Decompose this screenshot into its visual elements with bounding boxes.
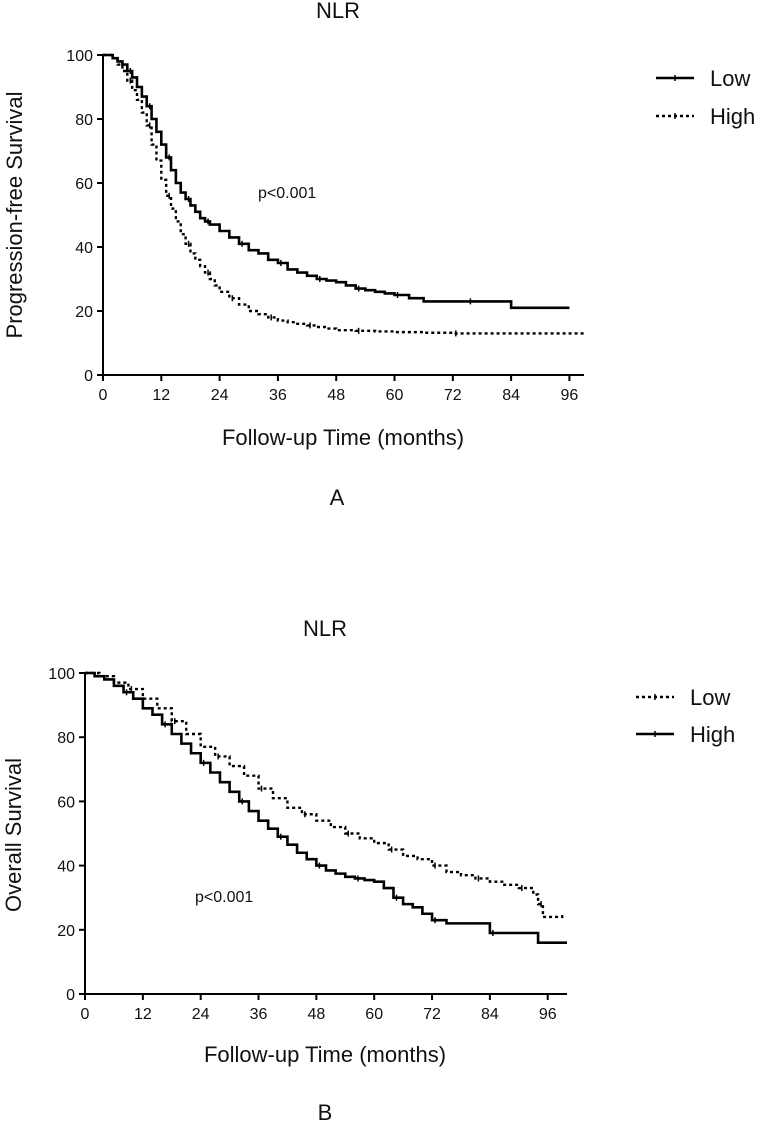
chart-title: NLR xyxy=(316,0,360,23)
series-group xyxy=(103,53,584,337)
y-tick-label: 80 xyxy=(57,730,75,747)
x-tick-label: 84 xyxy=(502,387,520,404)
x-axis-label: Follow-up Time (months) xyxy=(204,1042,446,1067)
x-tick-label: 48 xyxy=(327,387,345,404)
panel-a: NLR 0 12 24 36 48 60 72 84 96 0 20 40 60 80 100 Follo… xyxy=(2,0,755,510)
x-axis-label: Follow-up Time (months) xyxy=(222,425,464,450)
panel-label: A xyxy=(330,485,345,510)
x-tick-label: 24 xyxy=(192,1006,210,1023)
y-axis-label: Progression-free Survival xyxy=(2,92,27,339)
x-tick-label: 96 xyxy=(539,1006,557,1023)
x-tick-label: 0 xyxy=(81,1006,90,1023)
x-tick-label: 72 xyxy=(444,387,462,404)
series-group xyxy=(85,671,567,944)
x-tick-label: 72 xyxy=(423,1006,441,1023)
legend-label: High xyxy=(690,722,735,747)
legend: Low High xyxy=(656,66,755,129)
p-value-annotation: p<0.001 xyxy=(258,185,316,202)
x-tick-label: 24 xyxy=(211,387,229,404)
legend-label: High xyxy=(710,104,755,129)
x-tick-label: 84 xyxy=(481,1006,499,1023)
x-tick-label: 12 xyxy=(152,387,170,404)
x-tick-label: 60 xyxy=(386,387,404,404)
p-value-annotation: p<0.001 xyxy=(195,889,253,906)
y-axis-label: Overall Survival xyxy=(1,758,26,912)
y-tick-label: 0 xyxy=(66,987,75,1004)
y-tick-label: 40 xyxy=(57,859,75,876)
x-tick-label: 96 xyxy=(561,387,579,404)
x-tick-label: 36 xyxy=(269,387,287,404)
axes xyxy=(84,673,567,995)
panel-label: B xyxy=(318,1100,333,1124)
y-tick-label: 60 xyxy=(57,794,75,811)
y-axis-ticks: 0 20 40 60 80 100 xyxy=(66,48,103,385)
y-tick-label: 20 xyxy=(57,923,75,940)
x-tick-label: 0 xyxy=(99,387,108,404)
y-tick-label: 20 xyxy=(75,304,93,321)
legend: Low High xyxy=(636,685,735,747)
x-tick-label: 48 xyxy=(307,1006,325,1023)
x-tick-label: 36 xyxy=(250,1006,268,1023)
y-tick-label: 40 xyxy=(75,240,93,257)
x-tick-label: 60 xyxy=(365,1006,383,1023)
y-tick-label: 100 xyxy=(66,48,93,65)
y-tick-label: 80 xyxy=(75,112,93,129)
x-axis-ticks: 0 12 24 36 48 60 72 84 96 xyxy=(99,375,579,404)
x-tick-label: 12 xyxy=(134,1006,152,1023)
legend-label: Low xyxy=(690,685,730,710)
km-curve-low xyxy=(85,671,564,919)
km-curve-high xyxy=(85,671,567,944)
y-tick-label: 60 xyxy=(75,176,93,193)
x-axis-ticks: 0 12 24 36 48 60 72 84 96 xyxy=(81,994,557,1023)
y-tick-label: 100 xyxy=(48,666,75,683)
y-tick-label: 0 xyxy=(84,368,93,385)
panel-b: NLR 0 12 24 36 48 60 72 84 96 0 20 40 60 80 100 Follo… xyxy=(1,616,735,1124)
axes xyxy=(102,55,584,376)
chart-title: NLR xyxy=(303,616,347,641)
y-axis-ticks: 0 20 40 60 80 100 xyxy=(48,666,85,1004)
km-curve-high xyxy=(103,53,584,335)
legend-label: Low xyxy=(710,66,750,91)
km-curve-low xyxy=(103,53,570,310)
